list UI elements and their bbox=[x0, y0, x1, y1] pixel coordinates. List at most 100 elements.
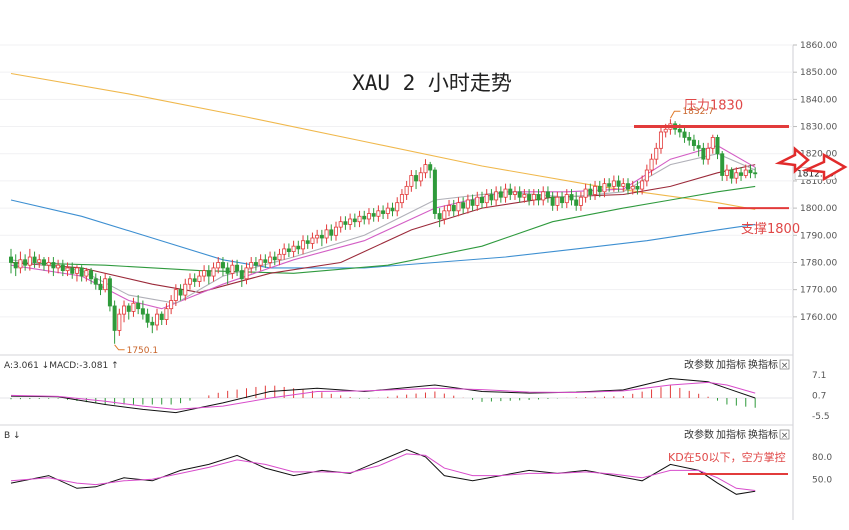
candle bbox=[555, 191, 560, 211]
candle-body bbox=[574, 199, 579, 206]
candle-body bbox=[597, 185, 602, 193]
candle-body bbox=[89, 270, 94, 280]
candle bbox=[164, 303, 169, 325]
ma-line-5 bbox=[10, 153, 756, 304]
candle-body bbox=[564, 194, 569, 204]
candle-body bbox=[348, 218, 353, 225]
candle bbox=[607, 178, 612, 192]
ma-lines bbox=[10, 72, 756, 310]
price-tick-label: 1840.00 bbox=[800, 95, 837, 105]
candle-body bbox=[324, 229, 329, 239]
candle-body bbox=[503, 188, 508, 198]
price-tick-label: 1810.00 bbox=[800, 177, 837, 187]
candle bbox=[202, 265, 207, 282]
candle-body bbox=[235, 264, 240, 272]
candle bbox=[512, 186, 517, 200]
macd-params-button[interactable]: 改参数 bbox=[684, 358, 714, 371]
candle-body bbox=[239, 270, 244, 280]
candle bbox=[362, 210, 367, 225]
candle-body bbox=[522, 194, 527, 198]
price-tick-label: 1800.00 bbox=[800, 204, 837, 214]
candle bbox=[371, 208, 376, 222]
candle-body bbox=[461, 202, 466, 209]
macd-add-indicator-button[interactable]: 加指标 bbox=[716, 358, 746, 371]
candle-body bbox=[18, 259, 23, 269]
candle-body bbox=[715, 137, 720, 155]
candle-body bbox=[644, 169, 649, 182]
kd-note: KD在50以下，空方掌控 bbox=[668, 450, 786, 464]
candle-body bbox=[145, 313, 150, 323]
candle-body bbox=[51, 262, 56, 269]
macd-close-icon[interactable]: × bbox=[781, 361, 789, 371]
candle bbox=[701, 142, 706, 165]
candle-body bbox=[333, 226, 338, 236]
kdj-params-button[interactable]: 改参数 bbox=[684, 428, 714, 441]
candle bbox=[574, 191, 579, 211]
candle bbox=[640, 175, 645, 195]
candle-body bbox=[277, 253, 282, 261]
ma-line-0 bbox=[10, 72, 756, 211]
candle-body bbox=[65, 267, 70, 272]
candle bbox=[107, 276, 112, 312]
candle bbox=[550, 191, 555, 211]
kdj-swap-indicator-button[interactable]: 换指标 bbox=[748, 428, 778, 441]
candle bbox=[60, 259, 65, 277]
macd-close-box[interactable] bbox=[779, 359, 790, 370]
candle bbox=[578, 191, 583, 211]
kdj-close-box[interactable] bbox=[779, 429, 790, 440]
macd-swap-indicator-button[interactable]: 换指标 bbox=[748, 358, 778, 371]
candle-body bbox=[192, 278, 197, 282]
candle bbox=[409, 170, 414, 192]
candle-body bbox=[635, 185, 640, 190]
candle-body bbox=[74, 267, 79, 274]
candle bbox=[536, 189, 541, 206]
candle-body bbox=[376, 210, 381, 217]
candle-body bbox=[484, 194, 489, 204]
candle-body bbox=[649, 158, 654, 171]
candles bbox=[8, 119, 758, 344]
candle-body bbox=[489, 194, 494, 201]
candle bbox=[527, 189, 532, 206]
candle bbox=[484, 189, 489, 209]
candle bbox=[263, 254, 268, 268]
candle-body bbox=[272, 256, 277, 261]
candle-body bbox=[465, 199, 470, 209]
candle bbox=[136, 295, 141, 315]
candle-body bbox=[282, 248, 287, 255]
candle bbox=[447, 199, 452, 217]
candle-body bbox=[249, 262, 254, 269]
candle-body bbox=[263, 259, 268, 263]
candle-body bbox=[414, 175, 419, 182]
price-tick-label: 1850.00 bbox=[800, 68, 837, 78]
candle-body bbox=[131, 302, 136, 312]
candle bbox=[418, 167, 423, 187]
candle bbox=[428, 161, 433, 179]
macd-tick-label: 0.7 bbox=[812, 392, 826, 402]
candle-body bbox=[569, 194, 574, 201]
candle bbox=[291, 240, 296, 258]
candle bbox=[343, 216, 348, 230]
candle bbox=[357, 210, 362, 228]
candle bbox=[286, 243, 291, 258]
candle bbox=[706, 142, 711, 165]
kdj-add-indicator-button[interactable]: 加指标 bbox=[716, 428, 746, 441]
candle bbox=[724, 164, 729, 181]
candle-body bbox=[253, 262, 258, 266]
candle bbox=[611, 175, 616, 192]
candle-body bbox=[112, 305, 117, 331]
kdj-close-icon[interactable]: × bbox=[781, 431, 789, 441]
candle bbox=[159, 311, 164, 325]
candle-body bbox=[390, 207, 395, 212]
candle-body bbox=[706, 147, 711, 160]
candle bbox=[23, 254, 28, 271]
candle-body bbox=[593, 185, 598, 195]
candle bbox=[682, 126, 687, 143]
candle bbox=[27, 248, 32, 271]
candle-body bbox=[319, 234, 324, 239]
candle bbox=[399, 189, 404, 209]
candle-body bbox=[451, 204, 456, 212]
candle-body bbox=[687, 137, 692, 141]
candle bbox=[743, 164, 748, 179]
candle-body bbox=[470, 199, 475, 206]
